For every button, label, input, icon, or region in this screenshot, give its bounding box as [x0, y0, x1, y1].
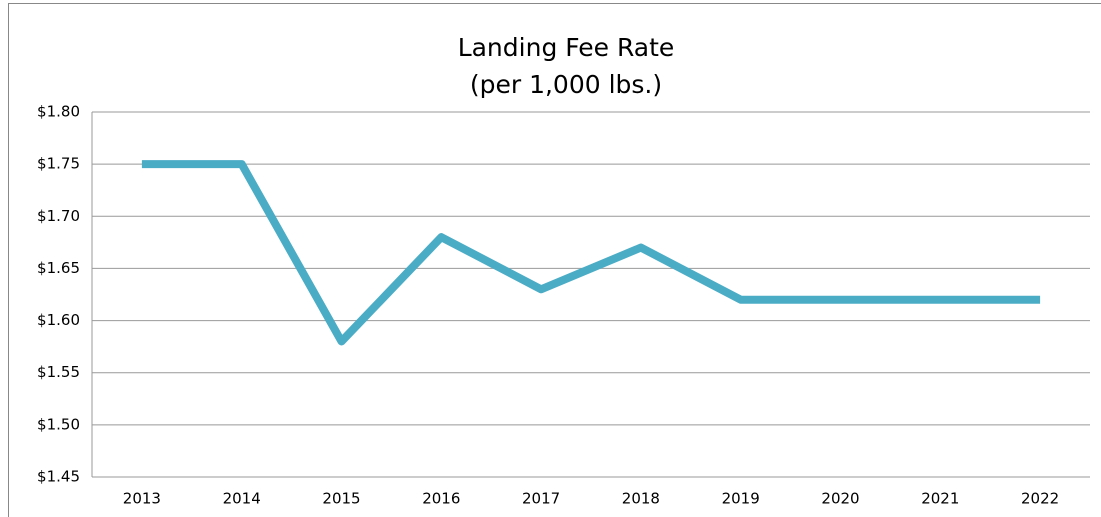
x-tick-label: 2020 [821, 490, 859, 508]
y-tick-label: $1.70 [37, 207, 80, 225]
x-tick-label: 2014 [223, 490, 261, 508]
chart-subtitle: (per 1,000 lbs.) [470, 70, 662, 99]
x-tick-label: 2022 [1021, 490, 1059, 508]
x-tick-label: 2021 [921, 490, 959, 508]
y-tick-label: $1.80 [37, 103, 80, 121]
y-tick-label: $1.55 [37, 363, 80, 381]
x-tick-label: 2016 [422, 490, 460, 508]
data-line [141, 160, 1041, 346]
y-tick-label: $1.50 [37, 415, 80, 433]
x-tick-label: 2013 [123, 490, 161, 508]
chart-title: Landing Fee Rate [458, 33, 675, 62]
y-tick-label: $1.75 [37, 155, 80, 173]
y-tick-label: $1.60 [37, 311, 80, 329]
y-tick-label: $1.45 [37, 468, 80, 486]
x-tick-label: 2018 [622, 490, 660, 508]
x-tick-label: 2015 [322, 490, 360, 508]
y-tick-label: $1.65 [37, 259, 80, 277]
chart-frame [8, 3, 1101, 517]
x-tick-label: 2019 [722, 490, 760, 508]
x-tick-label: 2017 [522, 490, 560, 508]
